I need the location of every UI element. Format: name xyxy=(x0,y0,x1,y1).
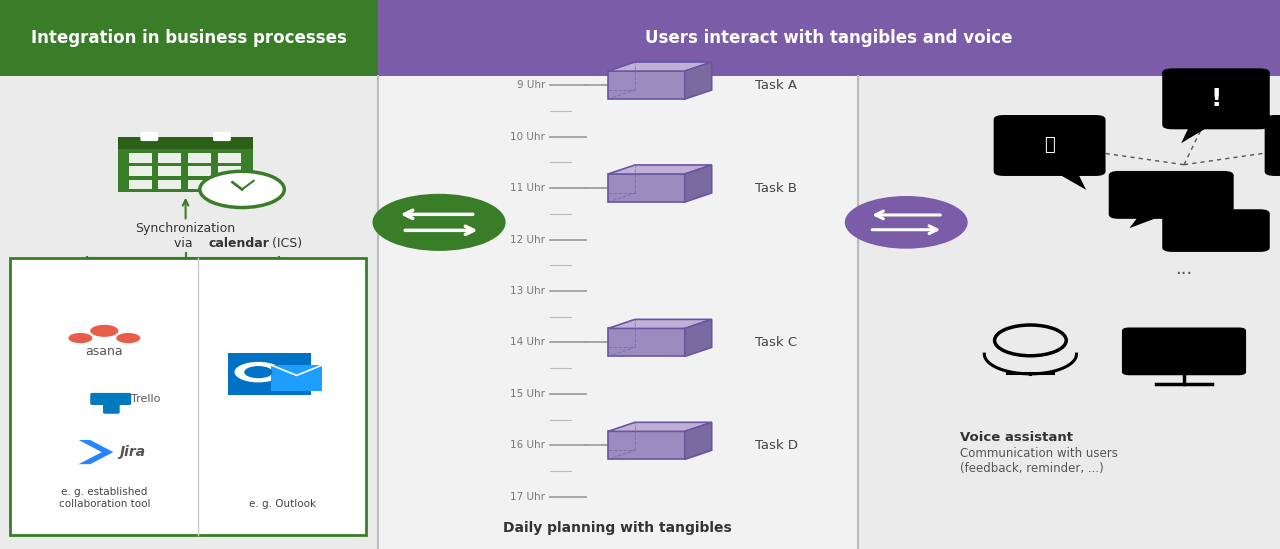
Polygon shape xyxy=(1181,125,1212,143)
FancyBboxPatch shape xyxy=(218,180,241,189)
Text: (ICS): (ICS) xyxy=(268,237,302,250)
Polygon shape xyxy=(1055,171,1087,190)
Polygon shape xyxy=(608,328,685,356)
FancyBboxPatch shape xyxy=(378,0,1280,76)
Circle shape xyxy=(234,362,283,383)
Text: Integration in business processes: Integration in business processes xyxy=(31,29,347,47)
Text: Users interact with tangibles and voice: Users interact with tangibles and voice xyxy=(645,29,1012,47)
Polygon shape xyxy=(608,174,685,202)
FancyBboxPatch shape xyxy=(1121,327,1247,376)
FancyBboxPatch shape xyxy=(218,166,241,176)
Text: Trello: Trello xyxy=(132,395,160,405)
Text: 16 Uhr: 16 Uhr xyxy=(511,440,545,450)
Text: Daily planning with tangibles: Daily planning with tangibles xyxy=(503,521,732,535)
Text: Voice assistant: Voice assistant xyxy=(960,431,1073,444)
Text: calendar: calendar xyxy=(209,237,270,250)
Text: Task B: Task B xyxy=(755,182,797,194)
FancyBboxPatch shape xyxy=(10,258,366,535)
FancyBboxPatch shape xyxy=(188,166,211,176)
Text: ...: ... xyxy=(1175,260,1193,278)
Polygon shape xyxy=(608,165,712,174)
Polygon shape xyxy=(685,320,712,356)
FancyBboxPatch shape xyxy=(993,115,1106,176)
Text: Synchronization: Synchronization xyxy=(136,222,236,236)
FancyBboxPatch shape xyxy=(0,0,378,76)
Text: 9 Uhr: 9 Uhr xyxy=(517,80,545,90)
Text: asana: asana xyxy=(86,345,123,358)
Text: Task A: Task A xyxy=(755,79,797,92)
Circle shape xyxy=(68,333,92,343)
Polygon shape xyxy=(608,432,685,460)
Circle shape xyxy=(244,366,273,378)
FancyBboxPatch shape xyxy=(188,180,211,189)
Circle shape xyxy=(845,196,968,249)
Text: 11 Uhr: 11 Uhr xyxy=(511,183,545,193)
FancyBboxPatch shape xyxy=(1265,115,1280,176)
FancyBboxPatch shape xyxy=(90,393,132,405)
Circle shape xyxy=(90,325,119,337)
FancyBboxPatch shape xyxy=(141,132,159,141)
FancyBboxPatch shape xyxy=(188,153,211,163)
FancyBboxPatch shape xyxy=(212,132,230,141)
Text: 12 Uhr: 12 Uhr xyxy=(511,234,545,244)
Text: e. g. established
collaboration tool: e. g. established collaboration tool xyxy=(59,488,150,509)
FancyBboxPatch shape xyxy=(858,76,1280,549)
Text: 15 Uhr: 15 Uhr xyxy=(511,389,545,399)
Polygon shape xyxy=(608,71,685,99)
FancyBboxPatch shape xyxy=(0,76,378,549)
Text: Task D: Task D xyxy=(755,439,799,452)
Text: 10 Uhr: 10 Uhr xyxy=(511,132,545,142)
Polygon shape xyxy=(608,320,712,328)
Polygon shape xyxy=(685,165,712,202)
FancyBboxPatch shape xyxy=(159,166,182,176)
Text: 13 Uhr: 13 Uhr xyxy=(511,286,545,296)
Text: 14 Uhr: 14 Uhr xyxy=(511,338,545,348)
FancyBboxPatch shape xyxy=(378,76,858,549)
Text: via: via xyxy=(174,237,197,250)
Circle shape xyxy=(372,194,506,251)
FancyBboxPatch shape xyxy=(119,137,253,192)
Text: 17 Uhr: 17 Uhr xyxy=(511,492,545,502)
Polygon shape xyxy=(685,62,712,99)
FancyBboxPatch shape xyxy=(1162,69,1270,130)
FancyBboxPatch shape xyxy=(119,137,253,149)
Circle shape xyxy=(200,171,284,208)
FancyBboxPatch shape xyxy=(159,180,182,189)
FancyBboxPatch shape xyxy=(129,166,152,176)
Polygon shape xyxy=(608,422,712,432)
FancyBboxPatch shape xyxy=(228,354,311,395)
Text: 👍: 👍 xyxy=(1044,137,1055,154)
Text: Task C: Task C xyxy=(755,336,797,349)
Text: !: ! xyxy=(1211,87,1221,111)
Text: e. g. Outlook: e. g. Outlook xyxy=(248,499,316,509)
FancyBboxPatch shape xyxy=(104,402,120,414)
FancyBboxPatch shape xyxy=(271,365,323,391)
FancyBboxPatch shape xyxy=(218,153,241,163)
FancyBboxPatch shape xyxy=(1108,171,1234,219)
FancyBboxPatch shape xyxy=(129,153,152,163)
Text: Jira: Jira xyxy=(120,445,146,459)
Text: Communication with users
(feedback, reminder, ...): Communication with users (feedback, remi… xyxy=(960,447,1117,475)
FancyBboxPatch shape xyxy=(159,153,182,163)
FancyBboxPatch shape xyxy=(129,180,152,189)
Polygon shape xyxy=(685,422,712,460)
Text: 👄: 👄 xyxy=(1178,342,1190,362)
Polygon shape xyxy=(1129,215,1166,228)
Circle shape xyxy=(116,333,141,343)
Polygon shape xyxy=(608,62,712,71)
Polygon shape xyxy=(79,440,114,464)
FancyBboxPatch shape xyxy=(1162,209,1270,252)
